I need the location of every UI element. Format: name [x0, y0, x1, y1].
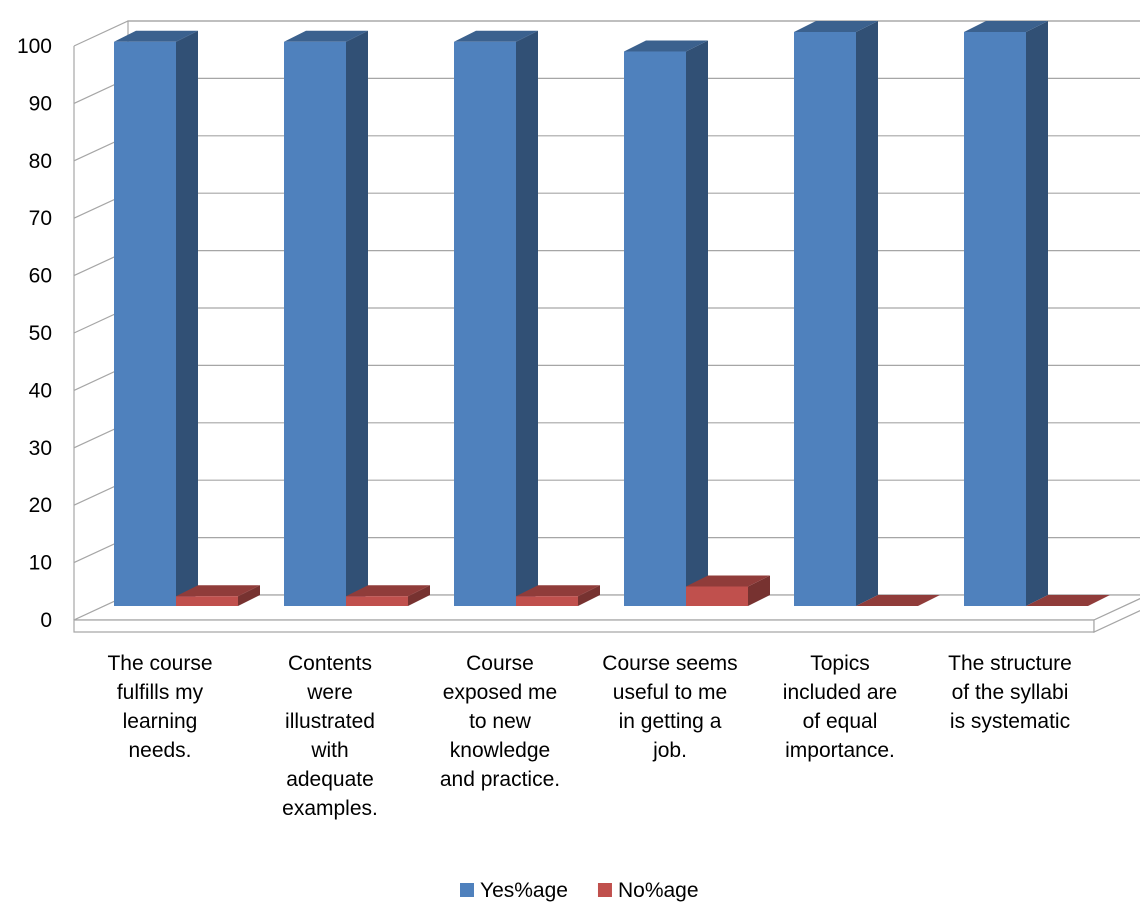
y-tick-label: 10: [29, 552, 52, 575]
bar-yes-age-4: [624, 40, 708, 607]
y-tick-label: 50: [29, 322, 52, 345]
y-tick-label: 100: [17, 35, 52, 58]
x-category-label: Topics included are of equal importance.: [783, 652, 897, 762]
y-tick-label: 0: [40, 609, 52, 632]
x-category-label: Course seems useful to me in getting a job.: [602, 652, 737, 762]
bar-no-age-2: [346, 585, 430, 606]
y-tick-label: 20: [29, 494, 52, 517]
y-tick-label: 90: [29, 92, 52, 115]
floor-side: [1093, 598, 1140, 633]
bar-no-age-6: [1026, 595, 1110, 606]
y-tick-label: 30: [29, 437, 52, 460]
legend-swatch: [460, 883, 474, 897]
bar-yes-age-5: [794, 21, 878, 606]
legend-item-no-age: No%age: [597, 879, 699, 902]
y-tick-label: 80: [29, 150, 52, 173]
bar-no-age-1: [176, 585, 260, 606]
x-category-label: The structure of the syllabi is systematic: [948, 652, 1072, 733]
y-tick-label: 70: [29, 207, 52, 230]
floor-front: [73, 619, 1095, 633]
bar-yes-age-1: [114, 30, 198, 607]
bar-no-age-3: [516, 585, 600, 606]
x-category-label: Contents were illustrated with adequate examp…: [282, 652, 378, 820]
legend: Yes%age No%age: [460, 879, 699, 902]
bar-no-age-5: [856, 595, 940, 606]
bar-yes-age-3: [454, 30, 538, 607]
x-category-label: Course exposed me to new knowledge and pract…: [440, 652, 560, 791]
y-tick-label: 60: [29, 265, 52, 288]
bar-yes-age-2: [284, 30, 368, 607]
bars: [114, 21, 1110, 607]
x-category-label: The course fulfills my learning needs.: [107, 652, 212, 762]
legend-label: Yes%age: [480, 879, 568, 902]
legend-item-yes-age: Yes%age: [460, 879, 568, 902]
bar-yes-age-6: [964, 21, 1048, 606]
bar-no-age-4: [686, 575, 770, 606]
y-axis-ticks: 0 10 20 30 40 50 60 70 80 90 100: [17, 35, 52, 632]
x-axis-labels: The course fulfills my learning needs. Conte…: [107, 652, 1071, 820]
legend-swatch: [597, 883, 612, 897]
y-tick-label: 40: [29, 379, 52, 402]
legend-label: No%age: [618, 879, 699, 902]
